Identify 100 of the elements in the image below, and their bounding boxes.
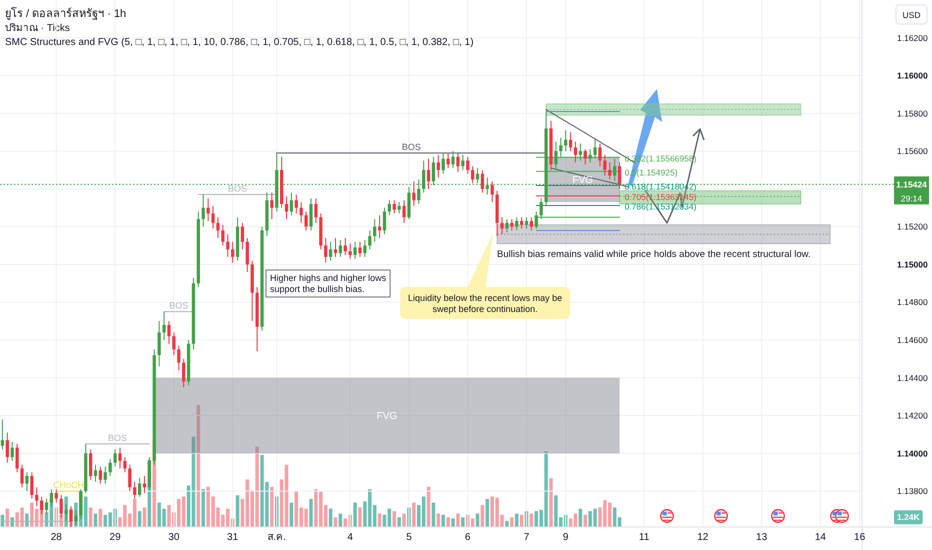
candlestick <box>182 358 186 388</box>
candlestick <box>446 152 450 169</box>
candlestick <box>442 152 445 174</box>
bar <box>436 514 440 527</box>
y-tick-label: 1.14800 <box>897 297 928 308</box>
candlestick <box>314 198 318 224</box>
candlestick <box>382 207 386 235</box>
candlestick <box>20 464 24 488</box>
candlestick <box>0 418 4 450</box>
candlestick <box>123 456 127 473</box>
y-tick-label: 1.15200 <box>897 222 928 232</box>
candlestick <box>270 192 274 220</box>
candlestick <box>530 216 534 231</box>
ref-line-label: 1.15424 <box>896 180 928 190</box>
bar <box>392 511 396 527</box>
y-tick-label: 1.16000 <box>897 70 928 81</box>
candlestick <box>216 216 220 238</box>
candlestick <box>436 154 440 178</box>
candlestick <box>534 211 538 230</box>
candlestick <box>69 506 73 528</box>
candlestick <box>378 214 382 238</box>
candlestick <box>559 137 562 158</box>
y-tick-label: 1.14200 <box>897 410 928 421</box>
x-tick-label: 31 <box>227 532 239 543</box>
bar <box>426 486 430 527</box>
candlestick <box>304 211 308 231</box>
bar <box>402 514 406 527</box>
bar <box>358 507 362 527</box>
text: SMC Structures and FVG (5, □, 1, □, 1, □, 1, 10, 0.786, □, 1, 0.705, □, 1, 0.618, □, 1, 0.5, □, 1, 0.382, □, 1) <box>5 37 474 48</box>
candlestick <box>344 238 347 256</box>
candlestick <box>231 241 234 264</box>
bar <box>338 514 342 527</box>
bar <box>456 514 460 527</box>
x-tick-label: 6 <box>464 532 471 543</box>
candlestick <box>368 230 372 250</box>
candlestick <box>294 194 298 214</box>
candlestick <box>30 472 34 500</box>
candlestick <box>162 311 166 340</box>
y-tick-label: 1.14600 <box>897 335 928 345</box>
candlestick <box>451 150 455 169</box>
candlestick <box>309 198 313 231</box>
candlestick <box>398 202 401 214</box>
bar <box>486 498 490 527</box>
y-tick-label: 1.14400 <box>897 372 928 383</box>
bar <box>94 514 98 527</box>
candlestick <box>613 158 616 182</box>
x-tick-label: 7 <box>524 532 530 543</box>
candlestick <box>118 447 122 469</box>
chart-title: ปริมาณ · Ticks <box>5 23 70 34</box>
x-tick-label: 5 <box>406 532 412 543</box>
bar <box>584 514 588 527</box>
bar <box>520 514 524 527</box>
candlestick <box>128 464 132 492</box>
bar <box>353 502 357 527</box>
bar <box>397 517 401 527</box>
candlestick <box>300 202 303 224</box>
bar <box>530 514 534 527</box>
x-tick-label: 30 <box>168 532 180 543</box>
series-label: BOS <box>169 300 188 311</box>
bar <box>510 517 514 527</box>
series-label: BOS <box>108 432 128 443</box>
x-tick-label: 11 <box>638 532 650 543</box>
candlestick <box>363 239 366 258</box>
candlestick <box>348 243 352 260</box>
candlestick <box>206 198 210 222</box>
y-tick-label: 1.14000 <box>897 448 928 458</box>
candlestick <box>540 198 543 220</box>
x-tick-label: 14 <box>814 532 826 543</box>
candlestick <box>515 216 518 231</box>
bar <box>309 498 313 527</box>
candlestick <box>142 476 146 494</box>
candlestick <box>138 477 142 498</box>
candlestick <box>6 432 9 464</box>
bar <box>334 517 338 527</box>
candlestick <box>402 200 406 224</box>
annotation: Liquidity below the recent lows may be swept before continuation. <box>408 293 562 314</box>
candlestick <box>167 320 171 344</box>
x-tick-label: ส.ค. <box>267 532 286 543</box>
candlestick <box>554 141 558 170</box>
x-tick-label: 16 <box>854 532 866 543</box>
annotation: Bullish bias remains valid while price holds above the recent structural low. <box>497 249 811 260</box>
bar <box>98 508 102 527</box>
candlestick <box>104 466 107 484</box>
bar <box>196 405 200 527</box>
candlestick <box>10 442 14 462</box>
candlestick <box>574 141 578 163</box>
candlestick <box>618 162 622 190</box>
candlestick <box>510 218 514 231</box>
candlestick <box>226 234 230 258</box>
text: ยูโร / ดอลลาร์สหรัฐฯ · 1h <box>5 6 126 20</box>
y-tick-label: 1.15600 <box>897 146 928 156</box>
bar <box>432 502 436 527</box>
y-tick-label: 1.13800 <box>897 486 928 496</box>
annotation: Higher highs and higher lows support the bullish bias. <box>270 273 387 294</box>
bar <box>236 495 240 527</box>
bar <box>6 508 10 527</box>
candlestick <box>158 320 161 367</box>
series-label: BOS <box>402 142 421 152</box>
annotation: FVG <box>572 174 594 186</box>
bar <box>142 507 146 527</box>
